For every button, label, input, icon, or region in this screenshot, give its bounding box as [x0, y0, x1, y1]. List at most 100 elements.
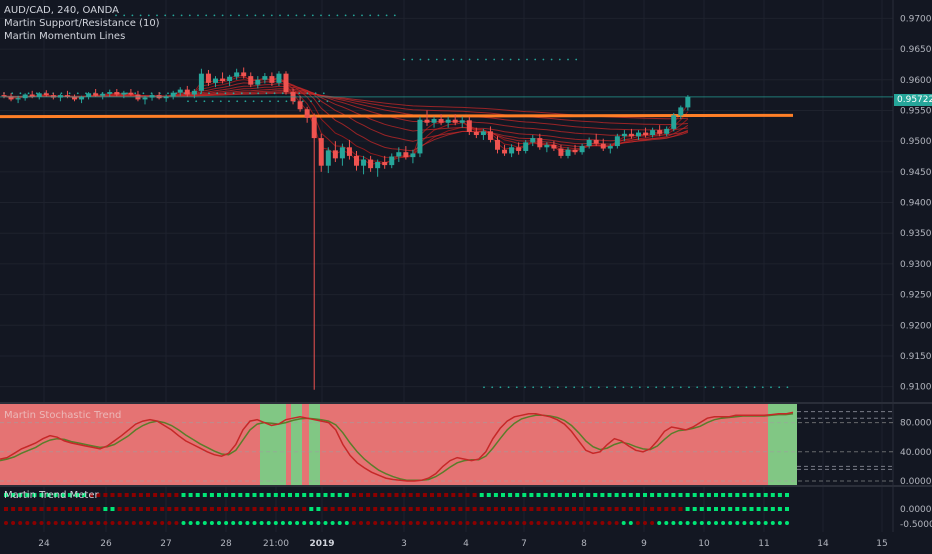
trend-meter-square [280, 507, 285, 511]
trend-meter-dot [387, 521, 392, 525]
resistance-dot [213, 14, 216, 17]
trend-meter-square [273, 507, 278, 511]
time-tick-label: 11 [758, 539, 769, 549]
trend-meter-square [671, 507, 676, 511]
trend-meter-panel-label: Martin Trend Meter [4, 490, 99, 501]
trend-meter-square [394, 507, 399, 511]
stochastic-bg [0, 404, 797, 485]
trend-meter-dot [770, 521, 775, 525]
trend-meter-square [401, 493, 406, 497]
trend-meter-dot [295, 521, 300, 525]
trend-meter-square [373, 507, 378, 511]
candle-body [29, 94, 35, 97]
trend-meter-square [728, 493, 733, 497]
trend-meter-square [508, 507, 513, 511]
trend-meter-dot [53, 521, 58, 525]
trend-meter-dot [621, 521, 626, 525]
candle-body [502, 149, 508, 154]
support-dot [491, 386, 494, 389]
trend-meter-square [309, 493, 314, 497]
support-dot [277, 100, 280, 103]
support-dot [663, 386, 666, 389]
trend-meter-square [742, 507, 747, 511]
trend-meter-dot [777, 521, 782, 525]
trend-meter-square [238, 493, 243, 497]
trend-meter-square [387, 507, 392, 511]
candle-body [276, 73, 282, 83]
resistance-dot [493, 58, 496, 61]
stochastic-green-zone [291, 404, 302, 485]
trend-meter-dot [11, 521, 16, 525]
trend-meter-dot [46, 521, 51, 525]
trend-meter-dot [32, 521, 37, 525]
trend-meter-square [501, 507, 505, 511]
candle-body [572, 149, 578, 153]
trend-meter-square [493, 507, 498, 511]
symbol-title: AUD/CAD, 240, OANDA [4, 5, 119, 16]
trend-meter-square [273, 493, 278, 497]
resistance-dot [287, 14, 290, 17]
trend-meter-dot [394, 521, 399, 525]
support-dot [778, 386, 781, 389]
trend-meter-dot [202, 521, 207, 525]
stochastic-main-line [0, 411, 794, 482]
candle-body [79, 96, 85, 100]
trend-meter-square [245, 493, 250, 497]
support-dot [597, 386, 600, 389]
support-line [0, 113, 794, 119]
resistance-dot [419, 58, 422, 61]
trend-meter-dot [359, 521, 363, 525]
trend-meter-square [614, 507, 619, 511]
trend-meter-square [692, 493, 697, 497]
resistance-dot [131, 14, 134, 17]
trend-meter-tick-label: 0.0000 [900, 505, 932, 515]
trend-meter-square [25, 493, 30, 497]
resistance-dot [279, 14, 281, 17]
trend-meter-dot [692, 521, 697, 525]
trend-meter-square [174, 507, 179, 511]
candle-body [297, 101, 303, 110]
trend-meter-square [437, 507, 442, 511]
resistance-dot [156, 14, 158, 17]
support-dot [671, 386, 674, 389]
trend-meter-square [735, 493, 740, 497]
trend-meter-square [195, 493, 200, 497]
support-dot [27, 92, 30, 95]
candle-body [283, 73, 289, 93]
trend-meter-square [586, 493, 591, 497]
trend-meter-dot [444, 521, 449, 525]
time-tick-label: 21:00 [263, 539, 289, 549]
trend-meter-square [543, 507, 548, 511]
candle-body [452, 119, 458, 123]
trend-meter-square [53, 507, 58, 511]
support-dot [770, 386, 772, 389]
trend-meter-square [650, 493, 655, 497]
trend-meter-square [373, 493, 378, 497]
support-dot [753, 386, 756, 389]
trend-meter-square [131, 493, 136, 497]
trend-meter-dot [103, 521, 108, 525]
candle-body [198, 73, 204, 91]
trend-meter-square [785, 507, 789, 511]
stochastic-tick-label: 40.0000 [900, 448, 932, 458]
trend-meter-square [401, 507, 406, 511]
support-dot [134, 92, 137, 95]
trend-meter-dot [628, 521, 633, 525]
candle-body [368, 159, 374, 169]
trend-meter-square [678, 507, 683, 511]
resistance-dot [295, 14, 298, 17]
support-dot [310, 100, 312, 103]
trend-meter-square [344, 493, 349, 497]
support-dot [647, 386, 649, 389]
trend-meter-square [188, 507, 193, 511]
support-dot [314, 92, 317, 95]
trend-meter-square [82, 493, 87, 497]
resistance-dot [476, 58, 479, 61]
trend-meter-dot [458, 521, 463, 525]
support-dot [573, 386, 576, 389]
trend-meter-square [564, 507, 569, 511]
stochastic-panel-label: Martin Stochastic Trend [4, 410, 122, 421]
resistance-dot [427, 58, 430, 61]
time-tick-label: 10 [698, 539, 710, 549]
